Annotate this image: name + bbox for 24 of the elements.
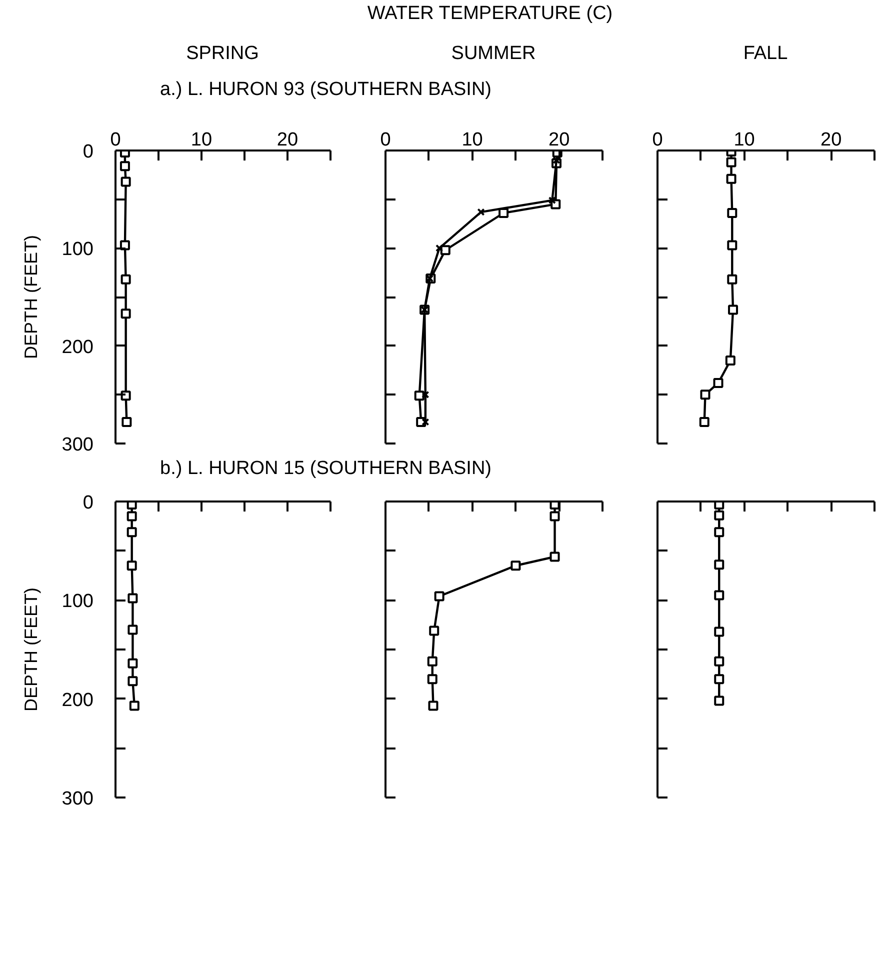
x-tick-label: 10: [190, 130, 212, 150]
x-axis-title: WATER TEMPERATURE (C): [367, 2, 613, 26]
x-tick-label: 0: [652, 130, 663, 150]
x-tick-label: 20: [548, 130, 570, 150]
x-tick-label: 20: [820, 130, 842, 150]
y-axis-title: DEPTH (FEET): [20, 588, 41, 712]
x-tick-label: 0: [380, 130, 391, 150]
y-tick-label: 300: [62, 788, 94, 810]
x-tick-label: 10: [462, 130, 483, 150]
chart-subtitle: b.) L. HURON 15 (SOUTHERN BASIN): [160, 457, 492, 481]
chart-title: SUMMER: [451, 42, 536, 66]
chart-title: SPRING: [186, 42, 259, 66]
x-tick-label: 10: [734, 130, 755, 150]
y-tick-label: 300: [62, 434, 94, 456]
y-tick-label: 0: [82, 492, 94, 514]
y-tick-label: 200: [62, 690, 94, 711]
y-axis-title: DEPTH (FEET): [20, 235, 41, 359]
x-tick-label: 20: [276, 130, 298, 150]
y-tick-label: 200: [62, 336, 94, 358]
y-tick-label: 100: [62, 591, 94, 612]
x-tick-label: 0: [110, 130, 121, 150]
y-tick-label: 100: [62, 239, 94, 260]
chart-subtitle: a.) L. HURON 93 (SOUTHERN BASIN): [160, 78, 492, 102]
chart-title: FALL: [743, 42, 788, 66]
